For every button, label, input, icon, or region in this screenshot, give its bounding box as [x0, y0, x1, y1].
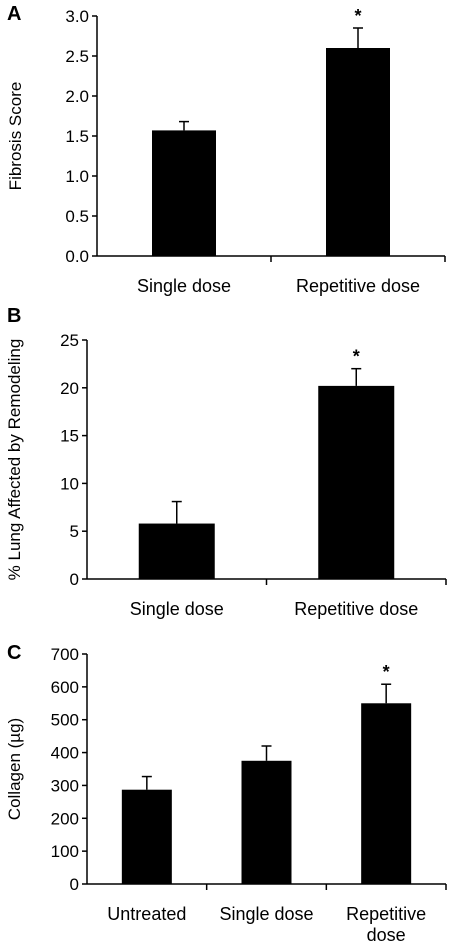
x-category-label: Single dose [130, 599, 224, 619]
y-tick-label: 500 [51, 711, 79, 730]
x-category-label: Repetitive dose [296, 276, 420, 296]
y-tick-label: 600 [51, 678, 79, 697]
bar [121, 789, 172, 884]
y-axis-title: Fibrosis Score [6, 82, 25, 191]
y-tick-label: 200 [51, 809, 79, 828]
y-tick-label: 0 [70, 570, 79, 589]
panel-letter: A [7, 3, 21, 25]
y-tick-label: 0 [70, 875, 79, 894]
x-category-label: Single dose [219, 904, 313, 924]
y-tick-label: 0.5 [65, 207, 89, 226]
x-category-label: dose [367, 925, 406, 944]
y-tick-label: 5 [70, 522, 79, 541]
significance-marker: * [353, 347, 360, 367]
y-tick-label: 15 [60, 427, 79, 446]
y-tick-label: 700 [51, 645, 79, 664]
y-axis-title: % Lung Affected by Remodeling [5, 339, 24, 581]
y-tick-label: 20 [60, 379, 79, 398]
y-tick-label: 3.0 [65, 7, 89, 26]
significance-marker: * [383, 662, 390, 682]
x-category-label: Repetitive dose [294, 599, 418, 619]
y-axis-title: Collagen (µg) [5, 718, 24, 820]
chart-panel-a: A 0.0 0.5 1.0 1.5 2.0 2.5 3.0 Fibrosis Score Sing… [6, 3, 446, 296]
y-tick-label: 10 [60, 474, 79, 493]
panel-letter: B [7, 305, 21, 327]
panel-letter: C [7, 642, 21, 664]
x-category-label: Single dose [137, 276, 231, 296]
y-tick-label: 400 [51, 744, 79, 763]
y-tick-label: 1.5 [65, 127, 89, 146]
chart-panel-c: C 0 100 200 300 400 500 600 700 Collagen (µg) Untr… [5, 642, 447, 944]
significance-marker: * [354, 6, 361, 26]
y-tick-label: 2.5 [65, 47, 89, 66]
chart-panel-b: B 0 5 10 15 20 25 % Lung Affected by Remodeling… [5, 305, 447, 619]
bar [241, 760, 292, 884]
y-tick-label: 2.0 [65, 87, 89, 106]
bar [152, 130, 216, 256]
x-category-label: Untreated [107, 904, 186, 924]
y-tick-label: 25 [60, 331, 79, 350]
bar [138, 523, 215, 579]
y-tick-label: 100 [51, 842, 79, 861]
bar [318, 385, 395, 579]
bar [326, 48, 390, 256]
x-category-label: Repetitive [346, 904, 426, 924]
y-tick-label: 300 [51, 776, 79, 795]
y-tick-label: 1.0 [65, 167, 89, 186]
bar [361, 703, 412, 884]
y-tick-label: 0.0 [65, 247, 89, 266]
